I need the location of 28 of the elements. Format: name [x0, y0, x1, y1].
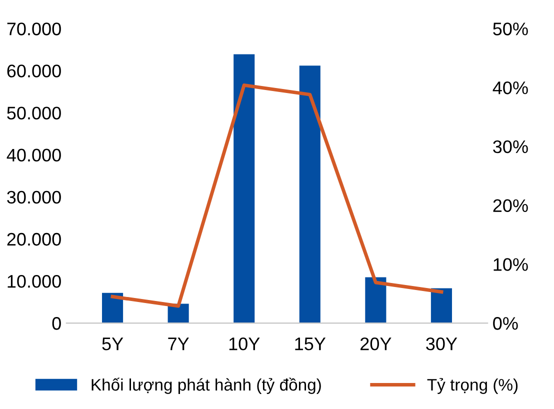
- x-tick-label: 15Y: [295, 338, 326, 350]
- bar: [299, 66, 320, 324]
- bar: [102, 292, 124, 324]
- y2-tick-label: 20%: [493, 199, 528, 212]
- bar: [234, 54, 255, 324]
- legend-label: Khối lượng phát hành (tỷ đồng): [92, 378, 321, 394]
- x-tick-label: 5Y: [102, 338, 124, 350]
- y-tick-label: 50.000: [7, 106, 61, 120]
- y-tick-label: 10.000: [8, 274, 61, 288]
- y-tick-label: 30.000: [7, 190, 61, 204]
- y2-tick-label: 0%: [493, 317, 518, 330]
- y-tick-label: 70.000: [7, 22, 61, 36]
- y-tick-label: 0: [52, 317, 61, 330]
- x-tick-label: 10Y: [229, 337, 260, 350]
- y2-tick-label: 10%: [494, 258, 528, 271]
- x-tick-label: 7Y: [168, 338, 189, 350]
- bar: [365, 277, 386, 324]
- legend-label: Tỷ trọng (%): [427, 378, 518, 394]
- y2-tick-label: 50%: [493, 22, 528, 36]
- y2-tick-label: 30%: [493, 140, 528, 154]
- y-tick-label: 20.000: [7, 232, 61, 246]
- line-series: [110, 83, 444, 308]
- y-tick-label: 60.000: [7, 64, 61, 78]
- x-tick-label: 20Y: [360, 337, 392, 350]
- y2-tick-label: 40%: [492, 81, 528, 94]
- bar: [430, 288, 452, 324]
- y-tick-label: 40.000: [6, 148, 61, 162]
- x-tick-label: 30Y: [426, 337, 458, 350]
